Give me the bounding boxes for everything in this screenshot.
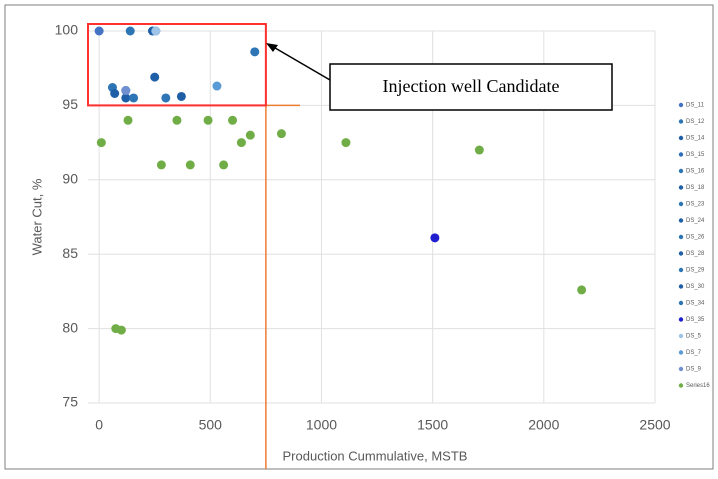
scatter-point: [212, 81, 222, 91]
scatter-point: [156, 160, 166, 170]
legend-marker: [678, 168, 684, 174]
legend-label: DS_29: [686, 268, 705, 274]
legend-label: DS_9: [686, 367, 702, 373]
scatter-point: [125, 26, 135, 36]
scatter-point: [121, 86, 131, 96]
legend-marker: [678, 152, 684, 157]
legend-label: DS_28: [686, 251, 705, 257]
annotation-box: [329, 63, 613, 111]
scatter-point: [228, 115, 238, 125]
scatter-point: [236, 138, 246, 148]
scatter-point: [110, 88, 120, 98]
x-axis-label: Production Cummulative, MSTB: [283, 448, 468, 463]
y-tick-label: 95: [62, 96, 78, 112]
scatter-point: [276, 129, 286, 139]
annotation-text: Injection well Candidate: [383, 76, 560, 96]
legend-marker: [678, 267, 684, 273]
legend-marker: [678, 333, 684, 339]
annotation-arrowhead: [266, 43, 278, 52]
legend-marker: [678, 300, 684, 306]
scatter-point: [185, 160, 195, 170]
scatter-point: [172, 115, 182, 125]
y-tick-label: 100: [55, 22, 79, 38]
y-tick-label: 75: [62, 394, 78, 410]
scatter-point: [129, 93, 139, 103]
scatter-point: [121, 93, 131, 103]
x-tick-label: 500: [199, 417, 223, 433]
scatter-point: [150, 72, 160, 82]
scatter-point: [250, 47, 260, 57]
candidate-box: [87, 23, 267, 107]
x-tick-label: 1500: [417, 417, 448, 433]
legend-label: DS_23: [686, 202, 705, 208]
scatter-point: [474, 145, 484, 155]
scatter-point: [245, 130, 255, 140]
scatter-point: [577, 285, 587, 295]
scatter-point: [430, 233, 440, 243]
legend-marker: [678, 218, 684, 223]
y-tick-label: 85: [62, 245, 78, 261]
legend-marker: [678, 102, 684, 108]
scatter-point: [96, 138, 106, 148]
legend-marker: [678, 135, 684, 141]
x-tick-label: 1000: [306, 417, 337, 433]
legend-marker: [678, 366, 684, 372]
legend-label: DS_30: [686, 284, 705, 290]
x-tick-label: 2000: [528, 417, 559, 433]
scatter-point: [219, 160, 229, 170]
legend-marker: [678, 201, 684, 207]
y-tick-label: 80: [62, 319, 78, 335]
legend-marker: [678, 350, 684, 355]
legend-marker: [678, 234, 684, 240]
legend-label: DS_24: [686, 218, 705, 224]
legend-label: DS_11: [686, 103, 705, 109]
legend-label: DS_15: [686, 152, 705, 158]
scatter-point: [123, 115, 133, 125]
legend-label: DS_12: [686, 119, 705, 125]
y-axis-label: Water Cut, %: [29, 178, 44, 255]
y-tick-label: 90: [62, 171, 78, 187]
legend-marker: [678, 185, 684, 190]
legend-label: DS_5: [686, 334, 702, 340]
scatter-point: [203, 115, 213, 125]
legend-label: DS_34: [686, 301, 705, 307]
legend-label: DS_14: [686, 136, 705, 142]
scatter-point: [94, 26, 104, 36]
legend-marker: [678, 251, 684, 256]
legend-label: DS_18: [686, 185, 705, 191]
legend-marker: [678, 317, 684, 322]
scatter-point: [161, 93, 171, 103]
legend-marker: [678, 383, 684, 388]
scatter-point: [341, 138, 351, 148]
legend-label: DS_16: [686, 169, 705, 175]
legend-label: Series16: [686, 383, 710, 389]
scatter-point: [116, 325, 126, 335]
scatter-point: [176, 91, 186, 101]
legend-marker: [678, 119, 684, 124]
chart-frame: [4, 4, 714, 470]
legend-label: DS_26: [686, 235, 705, 241]
legend-label: DS_35: [686, 317, 705, 323]
annotation-arrow: [269, 44, 331, 81]
x-tick-label: 0: [95, 417, 103, 433]
legend-marker: [678, 284, 684, 289]
legend-label: DS_7: [686, 350, 702, 356]
x-tick-label: 2500: [639, 417, 670, 433]
scatter-point: [151, 26, 161, 36]
